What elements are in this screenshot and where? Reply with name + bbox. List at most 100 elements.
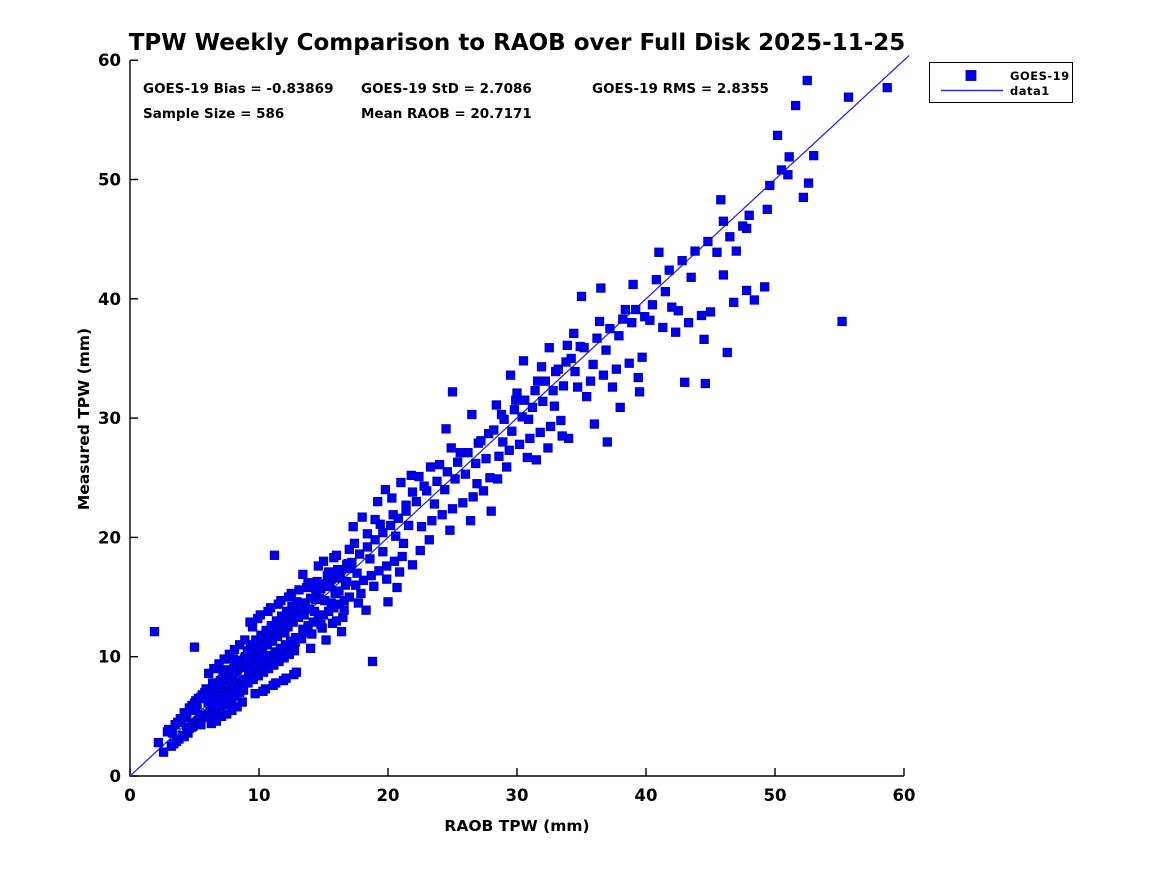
scatter-point: [162, 727, 173, 737]
scatter-point: [472, 479, 482, 489]
scatter-point: [553, 364, 563, 374]
scatter-point: [367, 656, 378, 667]
scatter-point: [331, 616, 342, 626]
y-tick-label: 50: [98, 171, 121, 190]
scatter-point: [365, 554, 375, 564]
scatter-point: [414, 471, 424, 482]
scatter-point: [232, 702, 242, 712]
scatter-point: [496, 409, 507, 420]
scatter-point: [569, 328, 579, 339]
scatter-point: [671, 327, 681, 337]
scatter-point: [427, 516, 437, 526]
scatter-point: [686, 272, 696, 282]
scatter-point: [398, 538, 409, 549]
scatter-point: [556, 415, 566, 426]
scatter-point: [380, 485, 391, 495]
stat-std: GOES-19 StD = 2.7086: [361, 81, 532, 97]
scatter-point: [387, 493, 397, 503]
legend-marker-square-icon: [965, 70, 977, 81]
scatter-point: [378, 527, 388, 538]
scatter-point: [432, 476, 442, 486]
scatter-point: [637, 352, 647, 362]
scatter-point: [158, 747, 169, 757]
scatter-point: [509, 405, 520, 415]
scatter-point: [253, 613, 263, 624]
scatter-point: [633, 372, 643, 383]
scatter-point: [802, 75, 812, 86]
scatter-point: [465, 516, 476, 526]
x-tick-label: 50: [764, 786, 787, 805]
scatter-point: [396, 477, 406, 488]
scatter-point: [680, 377, 690, 387]
scatter-point: [647, 300, 658, 310]
scatter-point: [645, 315, 655, 325]
scatter-point: [592, 333, 602, 343]
scatter-point: [299, 610, 309, 620]
scatter-point: [705, 307, 716, 317]
scatter-point: [407, 487, 418, 497]
scatter-point: [361, 605, 371, 615]
scatter-point: [397, 551, 407, 562]
scatter-point: [391, 531, 401, 541]
scatter-point: [703, 236, 713, 247]
scatter-point: [602, 437, 612, 447]
scatter-point: [837, 316, 847, 327]
scatter-point: [749, 295, 760, 305]
scatter-point: [538, 396, 548, 407]
scatter-point: [502, 462, 512, 472]
scatter-point: [213, 700, 223, 711]
scatter-point: [424, 535, 434, 545]
scatter-point: [353, 598, 363, 608]
scatter-point: [383, 597, 393, 607]
scatter-point: [453, 457, 463, 467]
scatter-point: [169, 739, 179, 749]
scatter-point: [267, 636, 278, 646]
scatter-point: [809, 150, 819, 161]
stat-rms: GOES-19 RMS = 2.8355: [592, 81, 769, 97]
scatter-point: [531, 455, 541, 465]
scatter-point: [289, 646, 300, 656]
scatter-point: [245, 617, 255, 627]
scatter-point: [588, 359, 598, 370]
scatter-point: [437, 510, 447, 520]
x-tick-label: 20: [377, 786, 400, 805]
scatter-point: [250, 689, 260, 699]
scatter-point: [192, 699, 202, 710]
scatter-point: [525, 433, 535, 444]
scatter-point: [683, 318, 694, 328]
y-tick-label: 0: [110, 767, 121, 786]
scatter-point: [463, 448, 473, 458]
scatter-point: [441, 424, 451, 434]
scatter-point: [298, 569, 308, 580]
chart-title: TPW Weekly Comparison to RAOB over Full …: [129, 30, 906, 56]
y-tick-label: 30: [98, 409, 121, 428]
scatter-point: [447, 504, 458, 514]
scatter-point: [258, 686, 268, 696]
scatter-point: [445, 525, 455, 535]
scatter-point: [237, 697, 247, 707]
scatter-point: [557, 431, 567, 441]
scatter-point: [489, 425, 499, 435]
scatter-point: [628, 279, 638, 290]
scatter-point: [576, 291, 587, 302]
x-tick-label: 60: [893, 786, 916, 805]
scatter-point: [677, 255, 687, 266]
scatter-point: [582, 391, 592, 402]
scatter-point: [575, 341, 585, 352]
scatter-point: [294, 585, 304, 595]
scatter-point: [594, 316, 605, 327]
scatter-point: [369, 581, 379, 591]
scatter-point: [460, 469, 471, 479]
scatter-point: [596, 283, 606, 293]
scatter-point: [447, 387, 458, 397]
scatter-point: [601, 345, 611, 355]
scatter-point: [442, 467, 452, 477]
scatter-point: [358, 575, 369, 585]
scatter-point: [651, 275, 661, 285]
scatter-point: [382, 561, 392, 571]
scatter-point: [654, 247, 664, 257]
scatter-point: [261, 625, 271, 636]
scatter-point: [544, 343, 554, 353]
scatter-point: [333, 564, 343, 575]
